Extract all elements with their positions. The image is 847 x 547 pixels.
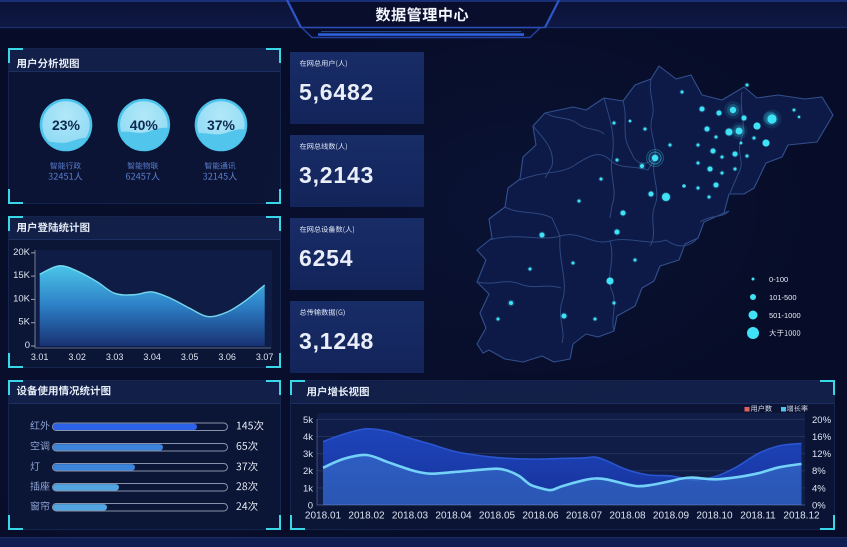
svg-text:0: 0 [308, 500, 313, 511]
svg-text:4%: 4% [812, 483, 826, 494]
svg-text:23%: 23% [52, 117, 81, 133]
svg-text:3.01: 3.01 [31, 352, 49, 362]
svg-text:40%: 40% [130, 117, 159, 133]
svg-text:4k: 4k [303, 432, 313, 443]
svg-text:10K: 10K [13, 293, 31, 304]
svg-text:2k: 2k [303, 466, 313, 477]
svg-text:3.02: 3.02 [68, 352, 86, 362]
svg-text:5k: 5k [303, 415, 313, 426]
svg-text:20K: 20K [13, 247, 31, 258]
svg-text:0%: 0% [812, 500, 826, 511]
svg-text:3.03: 3.03 [106, 352, 124, 362]
svg-text:5K: 5K [18, 317, 30, 328]
svg-text:2018.01: 2018.01 [305, 511, 342, 522]
svg-text:3.04: 3.04 [143, 352, 161, 362]
svg-text:16%: 16% [812, 432, 832, 443]
svg-text:2018.03: 2018.03 [392, 511, 429, 522]
svg-text:2018.07: 2018.07 [566, 511, 603, 522]
svg-text:0-100: 0-100 [769, 275, 788, 284]
svg-text:2018.12: 2018.12 [783, 511, 820, 522]
svg-text:501-1000: 501-1000 [769, 311, 801, 320]
svg-text:2018.06: 2018.06 [522, 511, 559, 522]
svg-text:3.05: 3.05 [181, 352, 199, 362]
svg-text:0: 0 [25, 340, 30, 351]
svg-text:2018.11: 2018.11 [740, 511, 776, 522]
svg-text:8%: 8% [812, 466, 826, 477]
svg-text:3.07: 3.07 [256, 352, 274, 362]
svg-text:2018.04: 2018.04 [435, 511, 472, 522]
svg-text:3.06: 3.06 [218, 352, 236, 362]
svg-text:2018.02: 2018.02 [348, 511, 385, 522]
svg-text:2018.08: 2018.08 [609, 511, 646, 522]
svg-text:2018.05: 2018.05 [479, 511, 516, 522]
svg-text:12%: 12% [812, 449, 832, 460]
svg-text:2018.10: 2018.10 [696, 511, 733, 522]
svg-text:20%: 20% [812, 415, 832, 426]
svg-text:1k: 1k [303, 483, 313, 494]
svg-text:2018.09: 2018.09 [653, 511, 690, 522]
svg-text:3k: 3k [303, 449, 313, 460]
svg-text:101-500: 101-500 [769, 293, 797, 302]
svg-text:15K: 15K [13, 270, 31, 281]
svg-text:37%: 37% [207, 117, 236, 133]
